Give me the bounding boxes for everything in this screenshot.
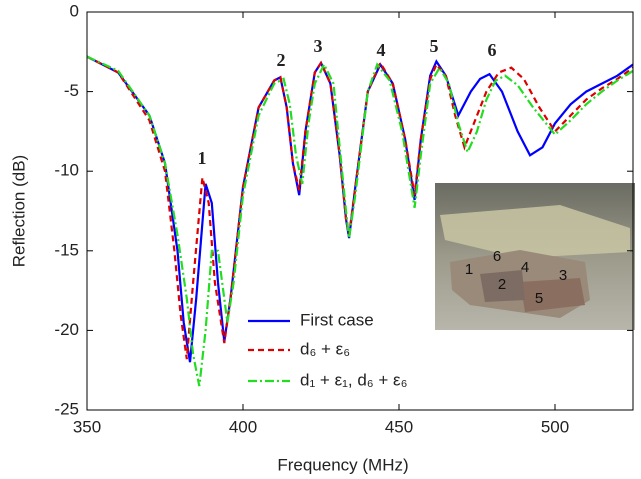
x-tick-label: 350 — [73, 417, 101, 436]
x-tick-label: 400 — [229, 417, 257, 436]
x-axis-label: Frequency (MHz) — [277, 455, 408, 474]
y-tick-label: -20 — [54, 320, 79, 339]
y-tick-label: -5 — [64, 81, 79, 100]
legend-label: First case — [300, 310, 374, 329]
plot-frame — [86, 11, 634, 411]
legend-label: d₁ + ε₁, d₆ + ε₆ — [300, 370, 407, 389]
y-tick-label: -25 — [54, 399, 79, 418]
photo-label: 4 — [521, 259, 529, 276]
peak-label: 6 — [488, 40, 497, 60]
photo-patch — [480, 270, 525, 302]
photo-board — [440, 205, 630, 258]
peak-label: 4 — [377, 40, 386, 60]
photo-label: 5 — [535, 290, 543, 307]
peak-label: 2 — [277, 50, 286, 70]
photo-label: 2 — [498, 276, 506, 293]
y-tick-label: 0 — [70, 1, 79, 20]
y-tick-label: -10 — [54, 161, 79, 180]
x-tick-label: 450 — [385, 417, 413, 436]
peak-label: 1 — [198, 148, 207, 168]
y-tick-label: -15 — [54, 240, 79, 259]
x-tick-label: 500 — [541, 417, 569, 436]
peak-label: 5 — [430, 36, 439, 56]
photo-label: 1 — [465, 261, 473, 278]
y-axis-label: Reflection (dB) — [9, 155, 28, 267]
peak-label: 3 — [314, 36, 323, 56]
plot-lines — [87, 55, 633, 387]
series-line — [87, 55, 633, 387]
legend-label: d₆ + ε₆ — [300, 339, 350, 358]
photo-patch — [520, 278, 585, 312]
photo-label: 6 — [493, 248, 501, 265]
inset-photo — [435, 183, 635, 330]
photo-label: 3 — [559, 267, 567, 284]
